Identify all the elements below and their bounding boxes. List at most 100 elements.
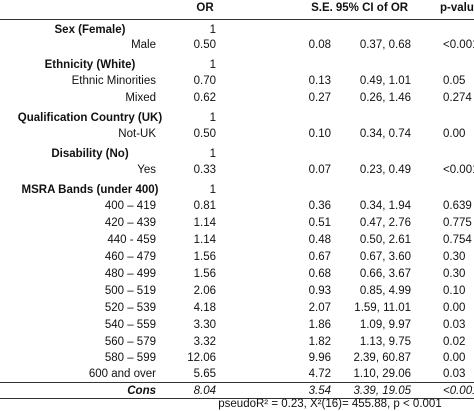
p-value: 0.00: [443, 128, 466, 140]
p-value: <0.001: [443, 164, 474, 176]
cell: 0.36: [308, 200, 331, 212]
cell: 4.18: [193, 302, 216, 314]
cell: 0.85, 4.99: [359, 285, 411, 297]
p-value: 0.274: [443, 92, 472, 104]
cell: 0.34, 1.94: [359, 200, 411, 212]
p-value: 0.03: [443, 368, 466, 380]
cell: 0.51: [308, 217, 331, 229]
cell: 0.47, 2.76: [359, 217, 411, 229]
cell: 1.13, 9.75: [359, 336, 411, 348]
p-value: 0.30: [443, 251, 466, 263]
cell: 1: [209, 184, 216, 196]
cell: 4.72: [308, 368, 331, 380]
header-cell: 95% CI of OR: [335, 2, 409, 14]
cell: 0.81: [193, 200, 216, 212]
p-value: 0.10: [443, 285, 466, 297]
cell: 1: [209, 112, 216, 124]
cell: 0.13: [308, 75, 331, 87]
row-label: 540 – 559: [104, 319, 156, 331]
cons-cell: 8.04: [193, 385, 216, 397]
cell: 2.07: [308, 302, 331, 314]
cell: 1.56: [193, 268, 216, 280]
p-value: 0.00: [443, 352, 466, 364]
cell: 0.49, 1.01: [359, 75, 411, 87]
cell: 0.62: [193, 92, 216, 104]
row-label: 600 and over: [88, 368, 156, 380]
row-label: 480 – 499: [104, 268, 156, 280]
cell: 1.82: [308, 336, 331, 348]
group-heading: Sex (Female): [54, 24, 126, 36]
cell: 0.50: [193, 39, 216, 51]
cell: 1.86: [308, 319, 331, 331]
row-label: Mixed: [125, 92, 156, 104]
cell: 2.06: [193, 285, 216, 297]
header-cell: OR: [196, 2, 214, 14]
cell: 12.06: [187, 352, 216, 364]
cell: 3.30: [193, 319, 216, 331]
row-label: 520 – 539: [104, 302, 156, 314]
p-value: 0.00: [443, 302, 466, 314]
cell: 0.70: [193, 75, 216, 87]
cell: 0.26, 1.46: [359, 92, 411, 104]
cell: 1.56: [193, 251, 216, 263]
cell: 0.34, 0.74: [359, 128, 411, 140]
cell: 0.08: [308, 39, 331, 51]
row-label: 460 – 479: [104, 251, 156, 263]
cell: 0.50, 2.61: [359, 234, 411, 246]
group-heading: Disability (No): [51, 148, 129, 160]
cell: 0.68: [308, 268, 331, 280]
cons-p-value: <0.001: [443, 385, 474, 397]
cell: 1: [209, 148, 216, 160]
row-label: 500 – 519: [104, 285, 156, 297]
row-label: Yes: [137, 164, 156, 176]
row-label: Not-UK: [118, 128, 156, 140]
cell: 0.10: [308, 128, 331, 140]
header-rule: [0, 19, 474, 20]
p-value: 0.754: [443, 234, 472, 246]
cell: 1.10, 29.06: [353, 368, 411, 380]
cell: 0.48: [308, 234, 331, 246]
cell: 9.96: [308, 352, 331, 364]
cell: 0.37, 0.68: [359, 39, 411, 51]
row-label: 420 – 439: [104, 217, 156, 229]
p-value: <0.001: [443, 39, 474, 51]
cell: 0.93: [308, 285, 331, 297]
cell: 0.33: [193, 164, 216, 176]
group-heading: MSRA Bands (under 400): [21, 184, 159, 196]
group-heading: Ethnicity (White): [44, 59, 136, 71]
p-value: 0.775: [443, 217, 472, 229]
row-label: 440 - 459: [107, 234, 156, 246]
cons-label: Cons: [127, 385, 156, 397]
cell: 0.67, 3.60: [359, 251, 411, 263]
p-value: 0.30: [443, 268, 466, 280]
row-label: 580 – 599: [104, 352, 156, 364]
header-cell: S.E.: [311, 2, 333, 14]
cons-cell: 3.54: [308, 385, 331, 397]
cell: 1: [209, 59, 216, 71]
footnote: pseudoR² = 0.23, Χ²(16)= 455.88, p < 0.0…: [218, 398, 442, 410]
cons-rule: [0, 382, 474, 383]
cell: 0.27: [308, 92, 331, 104]
cell: 3.32: [193, 336, 216, 348]
cons-cell: 3.39, 19.05: [353, 385, 411, 397]
cell: 1.14: [193, 234, 216, 246]
row-label: Ethnic Minorities: [71, 75, 156, 87]
cell: 0.07: [308, 164, 331, 176]
p-value: 0.03: [443, 319, 466, 331]
p-value: 0.05: [443, 75, 466, 87]
header-cell: p-value: [440, 2, 474, 14]
cell: 0.50: [193, 128, 216, 140]
cell: 0.66, 3.67: [359, 268, 411, 280]
row-label: Male: [131, 39, 156, 51]
p-value: 0.639: [443, 200, 472, 212]
cell: 2.39, 60.87: [353, 352, 411, 364]
cell: 1.59, 11.01: [354, 302, 411, 314]
p-value: 0.02: [443, 336, 466, 348]
cell: 1: [209, 24, 216, 36]
footer-rule: [0, 398, 474, 399]
row-label: 400 – 419: [104, 200, 156, 212]
cell: 1.14: [193, 217, 216, 229]
cell: 5.65: [193, 368, 216, 380]
row-label: 560 – 579: [104, 336, 156, 348]
